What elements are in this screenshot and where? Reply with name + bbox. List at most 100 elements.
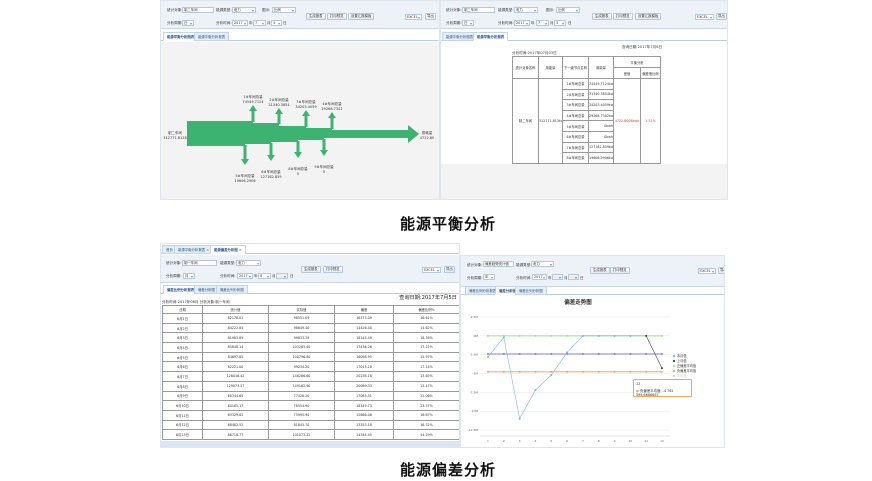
sankey-loss-label: 损耗量 4722.80 [419,131,435,140]
print-preview-button[interactable]: 打印预览 [610,267,630,274]
generate-report-button[interactable]: 生成报表 [301,266,321,273]
energy-select[interactable]: 电力 [236,260,261,266]
col-header: 下一级节点名称 [562,56,589,79]
tab-balance-report[interactable]: 能源平衡分析报表 [473,32,509,41]
child-name-cell: 4#车间总量 [562,109,589,122]
year-unit: 年 [254,274,258,278]
export-format-select[interactable]: EXCEL [698,268,716,274]
close-icon[interactable]: × [237,248,242,252]
year-select[interactable]: 2017 [237,273,253,279]
day-select[interactable] [568,274,579,280]
object-input[interactable]: 制一车间 [182,260,217,266]
table-cell: 98649.40 [268,322,335,334]
tab-deviation-ratio-chart[interactable]: 偏差比列分析图 [216,285,248,294]
print-preview-button[interactable]: 打印预览 [327,13,347,20]
data-point [645,352,648,355]
export-button[interactable]: 导出 [444,266,455,273]
tab-deviation-ratio-chart[interactable]: 偏差比列分析图 [515,286,547,295]
toolbar: 统计对象: 制二车间 能源类型: 电力 图示: 比例 分析周期: 日 分析时间:… [161,1,439,29]
print-preview-button[interactable]: 打印预览 [613,13,633,20]
child-usage-cell: 0kwh [588,120,614,132]
month-select[interactable] [552,274,563,280]
legend-marker [672,374,676,378]
month-select[interactable]: 7 [536,20,549,26]
object-input[interactable]: 偏差趋势统计值 [483,261,514,267]
export-button[interactable]: 导出 [716,13,727,20]
energy-label: 能源类型: [516,263,532,267]
table-cell: 99234.20 [268,361,335,373]
month-select[interactable]: 7 [253,20,266,26]
generate-report-button[interactable]: 生成报表 [592,13,612,20]
col-header: 偏差比例% [393,305,459,314]
data-point [550,370,553,373]
object-label: 统计对象: [467,263,483,267]
export-format-select[interactable]: EXCEL [422,267,441,273]
child-usage-cell: 127162.859kwh [588,141,614,154]
period-select[interactable]: 月 [183,273,195,279]
sankey-branch-down-3 [294,141,302,158]
child-name-cell: 1#车间总量 [562,78,589,90]
sankey-main-flow [187,121,419,146]
col-header: 用能量 [588,56,614,79]
print-preview-button[interactable]: 打印预览 [323,266,343,273]
sankey-branch-up-1 [249,105,257,122]
child-name-cell: 8#车间总量 [562,152,589,164]
day-select[interactable] [276,273,288,279]
toolbar: 统计对象: 制二车间 能源类型: 电力 图示: 比例 分析周期: 日 分析时间:… [441,1,727,29]
generate-report-button[interactable]: 生成报表 [306,13,326,20]
deviation-chart-panel: 统计对象: 偏差趋势统计值 能源类型: 电力 分析周期: 年 分析时间: 201… [460,255,725,448]
legend-item: 正偏差平均值 [677,363,697,368]
object-label: 统计对象: [446,8,462,12]
export-format-select[interactable]: EXCEL [405,14,422,20]
window-tab-balance-report[interactable]: 能源平衡分析报表 × [174,245,214,254]
close-icon[interactable]: × [205,248,210,252]
energy-select[interactable]: 电力 [531,261,554,267]
chart-type-select[interactable]: 比例 [556,7,580,13]
child-name-cell: 5#车间总量 [562,120,589,132]
y-tick-label: -7.5M [470,390,479,394]
legend-item: 平均值 [677,373,687,378]
chart-type-select[interactable]: 比例 [272,7,296,13]
energy-select[interactable]: 电力 [514,7,538,13]
object-input[interactable]: 制二车间 [182,7,214,13]
period-select[interactable]: 年 [483,274,495,280]
day-select[interactable]: 3 [271,20,282,26]
set-template-button[interactable]: 设置汇报模板 [348,13,375,20]
year-select[interactable]: 2017 [514,20,530,26]
caption-balance: 能源平衡分析 [400,215,497,233]
table-row: 6月1日 82178.01 98551.09 16373.09 16.61% [162,313,459,324]
export-button[interactable]: 导出 [718,267,724,274]
year-select[interactable]: 2017 [232,20,248,26]
x-tick-label: 12 [660,439,664,443]
month-select[interactable]: 6 [258,273,271,279]
day-unit: 日 [568,21,572,25]
period-select[interactable]: 日 [462,20,474,26]
toolbar: 统计对象: 偏差趋势统计值 能源类型: 电力 分析周期: 年 分析时间: 201… [461,256,724,287]
tab-balance-chart[interactable]: 能源平衡分析图表 [163,32,199,41]
period-label: 分析周期: [166,274,182,278]
year-unit: 年 [548,276,552,280]
tab-balance-report[interactable]: 能源平衡分析报表 [194,32,230,41]
table-cell: 6月6日 [162,361,203,373]
year-select[interactable]: 2017 [532,274,547,280]
balance-table: 统计对象名称 用能量 下一级节点名称 用能量 平衡分析 差值 偏差值比例 制二车间 3127… [512,56,661,164]
tab-deviation-report[interactable]: 偏差比例分析报表 [163,285,199,294]
table-cell: 13.65% [393,371,459,382]
period-select[interactable]: 日 [182,20,194,26]
tab-balance-chart[interactable]: 能源平衡分析图表 [442,32,478,41]
table-cell: 22.06% [393,390,459,402]
time-label: 分析时间: [498,21,514,25]
energy-label: 能源类型: [220,261,236,265]
object-input[interactable]: 制二车间 [462,7,495,13]
diff-cell: 4722.8008kwh [613,78,641,164]
table-cell: 6月8日 [162,380,203,392]
day-select[interactable]: 3 [554,20,566,26]
export-button[interactable]: 导出 [425,13,436,20]
sankey-diagram [187,105,419,165]
generate-report-button[interactable]: 生成报表 [590,267,610,274]
table-cell: 15.97% [393,351,459,363]
energy-select[interactable]: 电力 [232,7,256,13]
set-template-button[interactable]: 设置汇报模板 [635,13,662,20]
window-tab-deviation-chart[interactable]: 能源偏差分析图 × [210,245,246,254]
export-format-select[interactable]: EXCEL [695,14,714,20]
